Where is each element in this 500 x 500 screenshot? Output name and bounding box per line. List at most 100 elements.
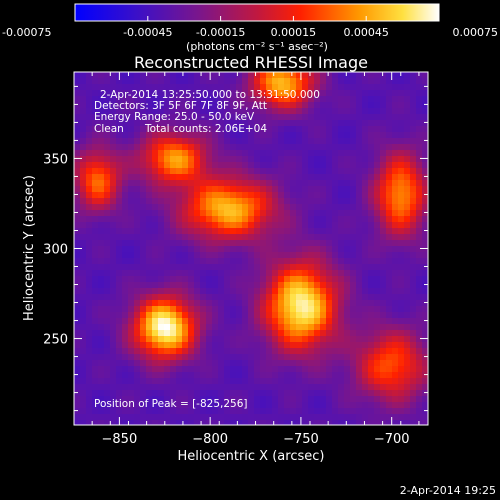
heatmap-cell — [164, 414, 171, 421]
heatmap-cell — [380, 378, 387, 385]
heatmap-cell — [194, 114, 201, 121]
heatmap-cell — [116, 180, 123, 187]
heatmap-cell — [230, 402, 237, 409]
heatmap-cell — [218, 174, 225, 181]
heatmap-cell — [122, 234, 129, 241]
heatmap-cell — [212, 378, 219, 385]
heatmap-cell — [248, 138, 255, 145]
heatmap-cell — [374, 102, 381, 109]
heatmap-cell — [284, 156, 291, 163]
heatmap-cell — [152, 84, 159, 91]
heatmap-cell — [218, 258, 225, 265]
heatmap-cell — [206, 138, 213, 145]
heatmap-cell — [410, 198, 417, 205]
heatmap-cell — [86, 318, 93, 325]
heatmap-cell — [92, 288, 99, 295]
heatmap-cell — [338, 216, 345, 223]
heatmap-cell — [152, 294, 159, 301]
heatmap-cell — [146, 210, 153, 217]
heatmap-cell — [170, 294, 177, 301]
heatmap-cell — [164, 270, 171, 277]
heatmap-cell — [356, 126, 363, 133]
heatmap-cell — [194, 402, 201, 409]
heatmap-cell — [242, 204, 249, 211]
heatmap-cell — [140, 396, 147, 403]
heatmap-cell — [188, 132, 195, 139]
heatmap-cell — [260, 402, 267, 409]
heatmap-cell — [278, 348, 285, 355]
heatmap-cell — [290, 228, 297, 235]
heatmap-cell — [254, 198, 261, 205]
heatmap-cell — [206, 378, 213, 385]
heatmap-cell — [308, 216, 315, 223]
heatmap-cell — [80, 306, 87, 313]
heatmap-cell — [218, 270, 225, 277]
heatmap-cell — [308, 390, 315, 397]
heatmap-cell — [230, 150, 237, 157]
heatmap-cell — [290, 420, 297, 425]
heatmap-cell — [362, 348, 369, 355]
heatmap-cell — [74, 78, 81, 85]
heatmap-cell — [158, 120, 165, 127]
heatmap-cell — [320, 318, 327, 325]
heatmap-cell — [308, 168, 315, 175]
heatmap-cell — [170, 84, 177, 91]
heatmap-cell — [350, 156, 357, 163]
heatmap-cell — [236, 162, 243, 169]
heatmap-cell — [338, 138, 345, 145]
heatmap-cell — [362, 180, 369, 187]
heatmap-cell — [86, 108, 93, 115]
heatmap-cell — [140, 276, 147, 283]
heatmap-cell — [134, 414, 141, 421]
heatmap-cell — [254, 84, 261, 91]
heatmap-cell — [212, 120, 219, 127]
heatmap-cell — [266, 318, 273, 325]
heatmap-cell — [410, 390, 417, 397]
heatmap-cell — [134, 126, 141, 133]
heatmap-cell — [236, 120, 243, 127]
heatmap-cell — [176, 210, 183, 217]
heatmap-cell — [296, 138, 303, 145]
heatmap-cell — [266, 300, 273, 307]
heatmap-cell — [200, 150, 207, 157]
heatmap-cell — [368, 306, 375, 313]
heatmap-cell — [278, 324, 285, 331]
heatmap-cell — [368, 126, 375, 133]
heatmap-cell — [74, 108, 81, 115]
heatmap-cell — [296, 342, 303, 349]
heatmap-cell — [98, 198, 105, 205]
heatmap-cell — [356, 192, 363, 199]
heatmap-cell — [146, 150, 153, 157]
heatmap-cell — [248, 378, 255, 385]
heatmap-cell — [218, 348, 225, 355]
annotation-time-range: 2-Apr-2014 13:25:50.000 to 13:31:50.000 — [100, 89, 320, 101]
heatmap-cell — [392, 72, 399, 79]
heatmap-cell — [326, 372, 333, 379]
heatmap-cell — [80, 156, 87, 163]
heatmap-cell — [188, 120, 195, 127]
heatmap-cell — [218, 288, 225, 295]
heatmap-cell — [134, 288, 141, 295]
heatmap-cell — [380, 174, 387, 181]
heatmap-cell — [98, 342, 105, 349]
heatmap-cell — [410, 156, 417, 163]
heatmap-cell — [158, 384, 165, 391]
heatmap-cell — [206, 396, 213, 403]
heatmap-cell — [92, 186, 99, 193]
heatmap-cell — [254, 108, 261, 115]
heatmap-cell — [332, 276, 339, 283]
heatmap-cell — [146, 162, 153, 169]
heatmap-cell — [422, 294, 428, 301]
heatmap-cell — [152, 288, 159, 295]
heatmap-cell — [272, 186, 279, 193]
heatmap-cell — [374, 78, 381, 85]
heatmap-cell — [188, 180, 195, 187]
heatmap-cell — [392, 204, 399, 211]
heatmap-cell — [200, 204, 207, 211]
heatmap-cell — [308, 78, 315, 85]
heatmap-cell — [182, 228, 189, 235]
heatmap-cell — [272, 282, 279, 289]
heatmap-cell — [104, 414, 111, 421]
heatmap-cell — [272, 126, 279, 133]
heatmap-cell — [398, 318, 405, 325]
